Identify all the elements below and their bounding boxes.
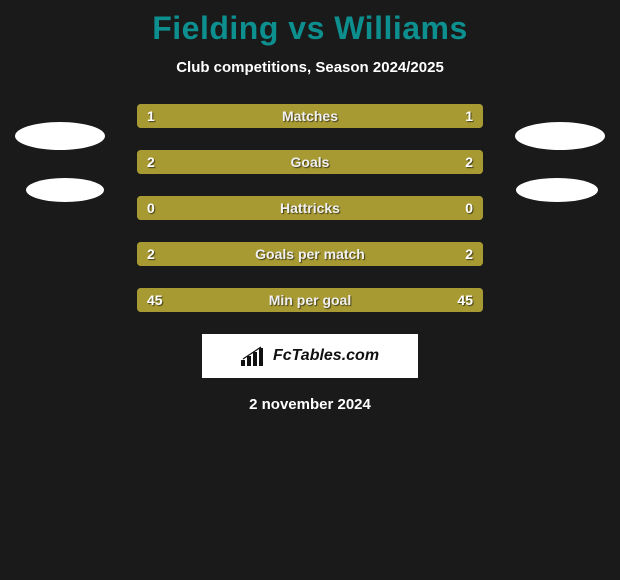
stats-content: 1 1 Matches 2 2 Goals 0 0 Hattricks 2 2 Goals per m… — [0, 104, 620, 413]
bar-fill-left — [137, 150, 310, 174]
player1-name: Fielding — [152, 10, 279, 46]
brand-text: FcTables.com — [273, 347, 379, 365]
stat-value-right: 1 — [465, 104, 473, 128]
brand-barchart-icon — [241, 346, 269, 366]
stat-value-right: 0 — [465, 196, 473, 220]
stat-value-left: 45 — [147, 288, 163, 312]
stat-bar: 2 2 Goals per match — [137, 242, 483, 266]
stat-bar: 0 0 Hattricks — [137, 196, 483, 220]
brand-box[interactable]: FcTables.com — [202, 334, 418, 378]
stat-value-left: 2 — [147, 150, 155, 174]
page-title: Fielding vs Williams — [0, 0, 620, 47]
stat-value-right: 2 — [465, 150, 473, 174]
stat-bars: 1 1 Matches 2 2 Goals 0 0 Hattricks 2 2 Goals per m… — [137, 104, 483, 312]
subtitle: Club competitions, Season 2024/2025 — [0, 59, 620, 76]
stat-value-left: 1 — [147, 104, 155, 128]
stat-label: Goals — [291, 150, 330, 174]
stat-value-right: 2 — [465, 242, 473, 266]
bar-fill-right — [310, 150, 483, 174]
player2-name: Williams — [334, 10, 468, 46]
date-line: 2 november 2024 — [20, 396, 600, 413]
vs-separator: vs — [288, 10, 325, 46]
stat-bar: 2 2 Goals — [137, 150, 483, 174]
stat-value-right: 45 — [457, 288, 473, 312]
stat-label: Min per goal — [269, 288, 351, 312]
stat-label: Matches — [282, 104, 338, 128]
stat-bar: 1 1 Matches — [137, 104, 483, 128]
stat-value-left: 2 — [147, 242, 155, 266]
stat-bar: 45 45 Min per goal — [137, 288, 483, 312]
stat-label: Goals per match — [255, 242, 365, 266]
stat-label: Hattricks — [280, 196, 340, 220]
stat-value-left: 0 — [147, 196, 155, 220]
